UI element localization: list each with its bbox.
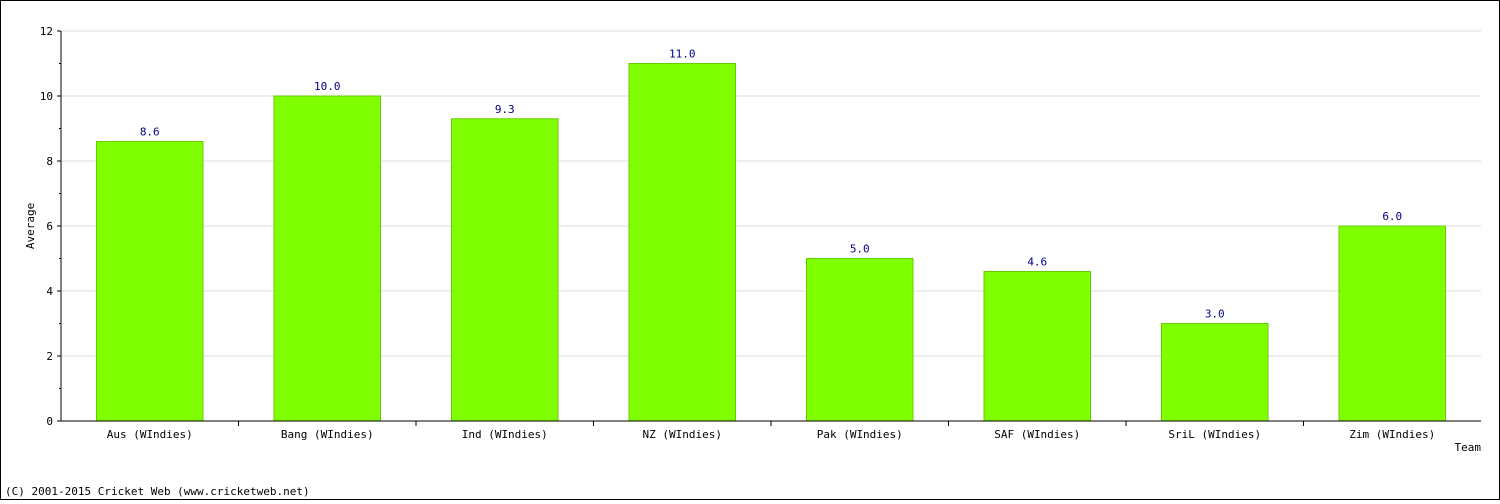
- x-tick-label: SriL (WIndies): [1168, 428, 1261, 441]
- y-tick-label: 6: [46, 220, 53, 233]
- bar-value-label: 5.0: [850, 243, 870, 256]
- y-tick-label: 4: [46, 285, 53, 298]
- bar: [96, 141, 204, 422]
- bar: [1338, 225, 1446, 422]
- x-tick-label: Pak (WIndies): [817, 428, 903, 441]
- x-tick-label: SAF (WIndies): [994, 428, 1080, 441]
- x-tick-label: Bang (WIndies): [281, 428, 374, 441]
- bar: [983, 271, 1091, 422]
- x-tick-label: Zim (WIndies): [1349, 428, 1435, 441]
- bar: [273, 95, 381, 422]
- bar-value-label: 11.0: [669, 48, 696, 61]
- bar: [1161, 323, 1269, 422]
- bar-value-label: 10.0: [314, 80, 341, 93]
- copyright-footer: (C) 2001-2015 Cricket Web (www.cricketwe…: [5, 485, 310, 498]
- x-tick-label: Aus (WIndies): [107, 428, 193, 441]
- x-axis-title: Team: [1455, 441, 1482, 454]
- y-axis-title: Average: [24, 203, 37, 249]
- bar: [628, 63, 736, 422]
- y-tick-label: 8: [46, 155, 53, 168]
- axes: [57, 30, 1481, 426]
- y-tick-label: 10: [40, 90, 53, 103]
- bar-value-label: 9.3: [495, 103, 515, 116]
- bar: [451, 118, 559, 422]
- x-tick-label: Ind (WIndies): [462, 428, 548, 441]
- bars: [96, 63, 1446, 422]
- labels: 0 2 4 6 8 10 12 8.6 Aus (WIndies) 10.0 Bang (WIndi…: [40, 25, 1436, 441]
- bar: [806, 258, 914, 422]
- x-tick-label: NZ (WIndies): [643, 428, 722, 441]
- bar-value-label: 4.6: [1027, 256, 1047, 269]
- y-tick-label: 12: [40, 25, 53, 38]
- y-tick-label: 0: [46, 415, 53, 428]
- y-tick-label: 2: [46, 350, 53, 363]
- bar-value-label: 3.0: [1205, 308, 1225, 321]
- bar-value-label: 8.6: [140, 126, 160, 139]
- bar-value-label: 6.0: [1382, 210, 1402, 223]
